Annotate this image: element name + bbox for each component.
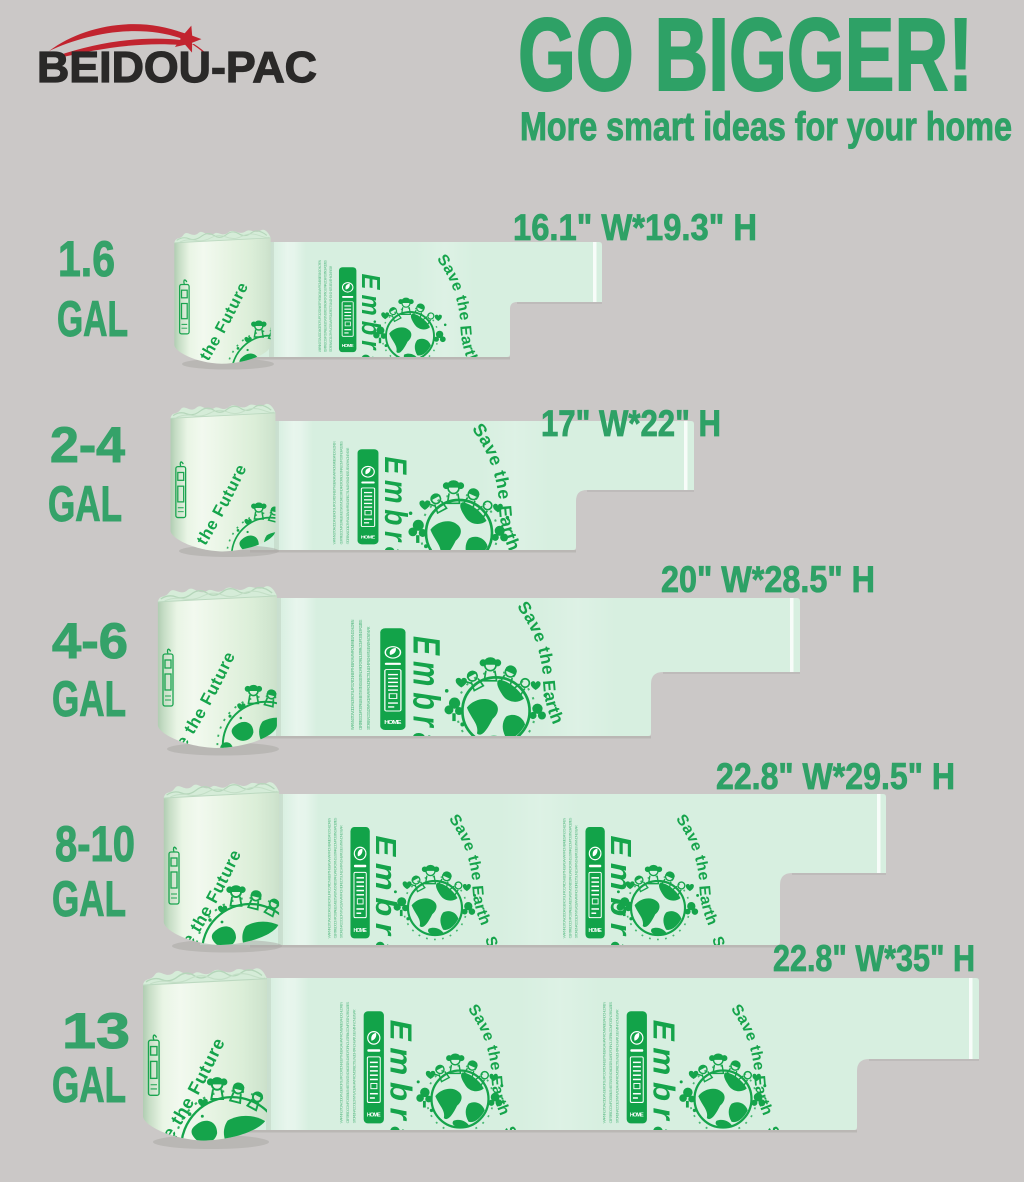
svg-text:More smart ideas for your home: More smart ideas for your home	[520, 105, 1012, 149]
svg-text:16.1" W*19.3" H: 16.1" W*19.3" H	[513, 207, 757, 248]
svg-text:BEIDOU-PAC: BEIDOU-PAC	[37, 43, 317, 92]
svg-text:22.8" W*29.5" H: 22.8" W*29.5" H	[716, 756, 955, 797]
svg-text:17" W*22" H: 17" W*22" H	[541, 403, 721, 444]
svg-text:GAL: GAL	[57, 291, 128, 347]
svg-text:4-6: 4-6	[52, 613, 128, 669]
svg-text:GO BIGGER!: GO BIGGER!	[518, 0, 973, 112]
svg-text:8-10: 8-10	[55, 816, 135, 872]
svg-text:GAL: GAL	[52, 671, 126, 727]
svg-text:GAL: GAL	[52, 871, 126, 927]
svg-text:22.8" W*35" H: 22.8" W*35" H	[773, 938, 975, 979]
svg-text:1.6: 1.6	[58, 231, 115, 287]
svg-text:20" W*28.5" H: 20" W*28.5" H	[661, 559, 875, 600]
svg-text:GAL: GAL	[48, 476, 122, 532]
svg-text:2-4: 2-4	[50, 417, 125, 473]
svg-text:GAL: GAL	[52, 1057, 126, 1113]
svg-text:13: 13	[62, 1003, 130, 1059]
